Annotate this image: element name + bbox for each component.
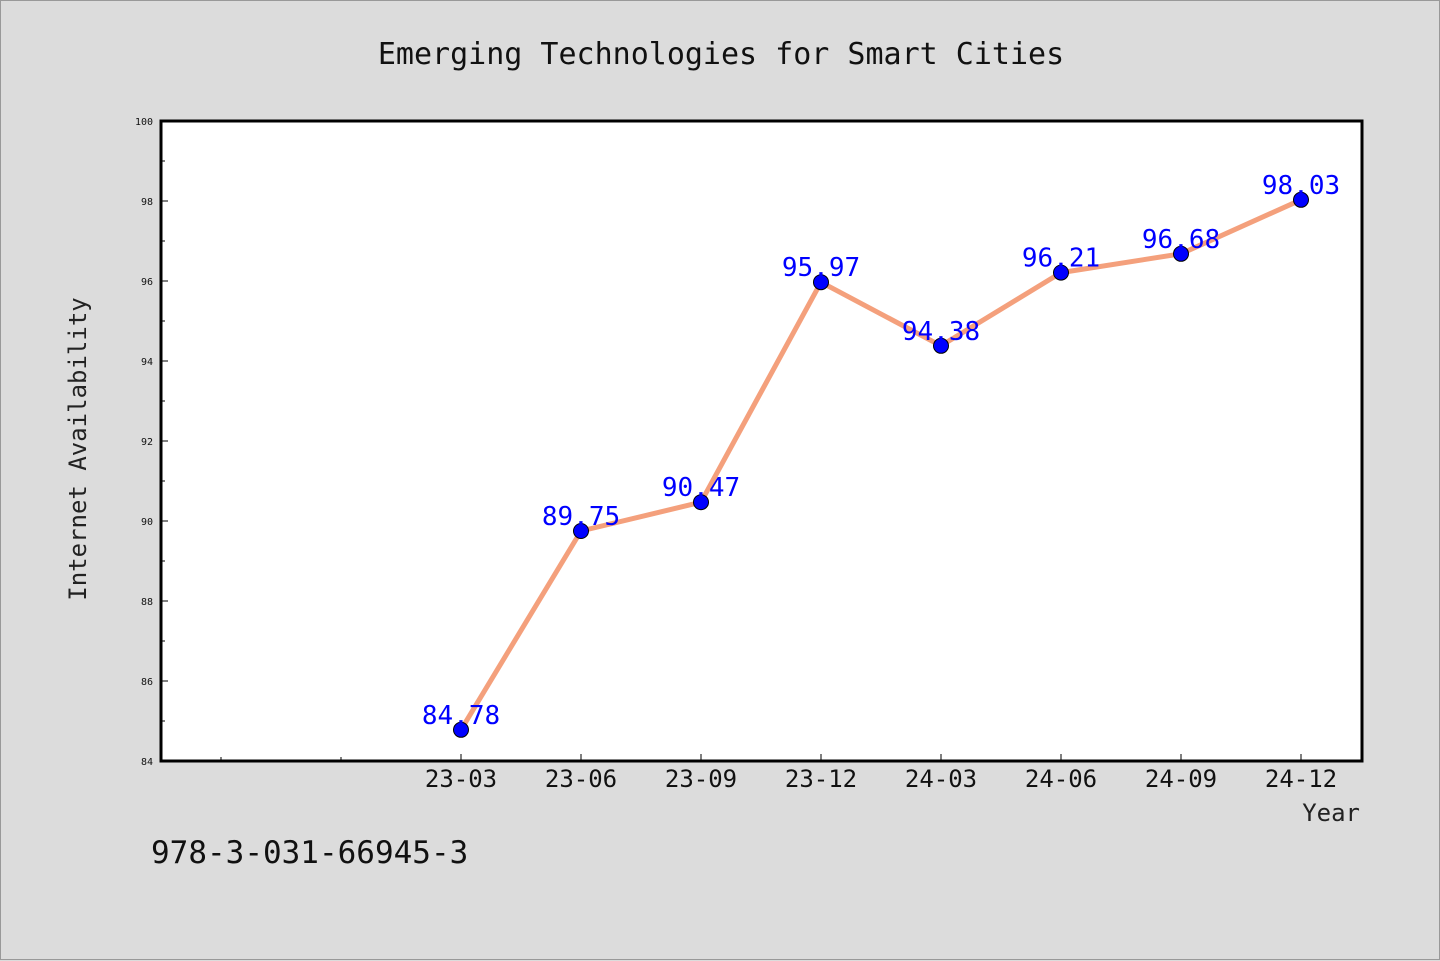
data-label: 96.68 [1142,225,1220,255]
plot-area [159,119,1364,763]
data-point [1293,191,1309,208]
y-axis: 84 86 88 90 92 94 96 98 100 [135,117,168,768]
y-tick-label: 96 [141,277,153,288]
chart-title: Emerging Technologies for Smart Cities [378,37,1064,72]
x-tick-label: 23-09 [665,765,737,793]
y-tick-label: 88 [141,597,153,608]
y-tick-label: 98 [141,197,153,208]
series-line [458,197,1304,733]
data-label: 94.38 [902,317,980,347]
data-label: 84.78 [422,701,500,731]
x-tick-label: 23-12 [785,765,857,793]
data-label: 89.75 [542,502,620,532]
data-label: 98.03 [1262,171,1340,201]
data-label: 96.21 [1022,244,1100,274]
data-point [933,337,949,354]
x-axis-label: Year [1302,799,1360,827]
x-tick-label: 23-03 [425,765,497,793]
data-point [1053,264,1069,281]
series-internet-availability [453,191,1309,738]
data-label: 95.97 [782,253,860,283]
data-labels: 84.78 89.75 90.47 95.97 94.38 96.21 96.68 98.03 [422,171,1340,731]
x-tick-label: 24-09 [1145,765,1217,793]
data-point [693,494,709,511]
x-tick-label: 24-06 [1025,765,1097,793]
isbn-text: 978-3-031-66945-3 [151,835,469,871]
y-tick-label: 90 [141,517,153,528]
y-tick-label: 92 [141,437,153,448]
x-tick-label: 23-06 [545,765,617,793]
y-tick-label: 100 [135,117,153,128]
y-tick-label: 86 [141,677,153,688]
y-tick-label: 84 [141,757,153,768]
x-tick-label: 24-12 [1265,765,1337,793]
data-point [813,274,829,291]
y-axis-label: Internet Availability [64,297,92,600]
data-label: 90.47 [662,473,740,503]
data-point [1173,245,1189,262]
y-tick-label: 94 [141,357,153,368]
data-point [573,523,589,539]
data-point [453,721,469,738]
x-tick-label: 24-03 [905,765,977,793]
x-axis: 23-03 23-06 23-09 23-12 24-03 24-06 24-09 24-12 [220,754,1337,793]
